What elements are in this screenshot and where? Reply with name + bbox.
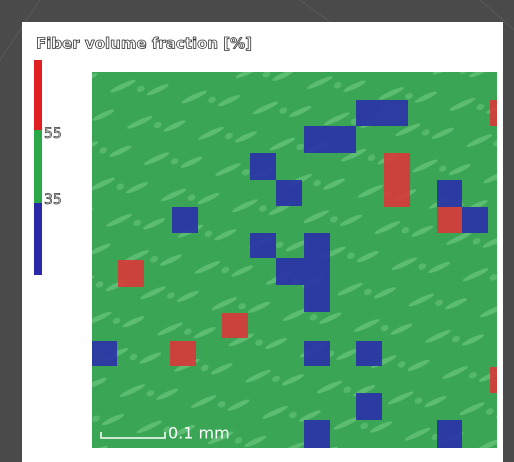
- legend-label: 55: [44, 126, 62, 142]
- legend-high: [34, 60, 42, 130]
- legend-low: [34, 203, 42, 275]
- scale-label: 0.1 mm: [168, 424, 230, 443]
- title: Fiber volume fraction [%]: [36, 35, 252, 53]
- legend-label: 35: [44, 192, 62, 208]
- legend-mid: [34, 130, 42, 203]
- figure: Fiber volume fraction [%] 55 35 0.1 mm: [0, 0, 514, 462]
